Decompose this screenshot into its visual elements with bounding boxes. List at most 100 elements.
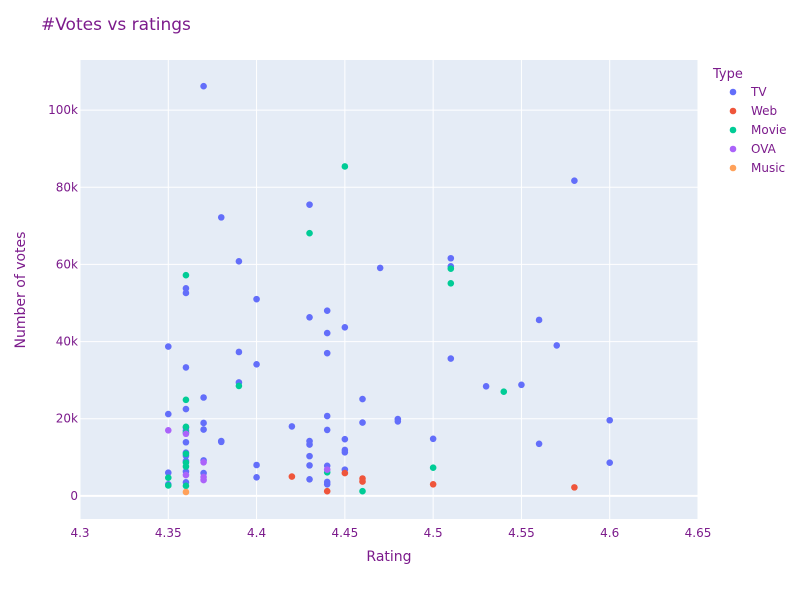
- data-point[interactable]: [182, 471, 190, 479]
- y-tick-label: 20k: [56, 412, 78, 426]
- data-point[interactable]: [200, 82, 207, 90]
- data-point[interactable]: [164, 474, 172, 482]
- data-point[interactable]: [306, 441, 313, 448]
- data-point[interactable]: [182, 405, 190, 413]
- data-point[interactable]: [606, 459, 614, 466]
- data-point[interactable]: [341, 448, 349, 456]
- data-point[interactable]: [359, 478, 366, 485]
- legend-item-web[interactable]: Web: [729, 104, 777, 118]
- data-point[interactable]: [235, 382, 243, 390]
- x-tick-label: 4.45: [331, 526, 358, 540]
- data-point[interactable]: [253, 461, 260, 469]
- data-point[interactable]: [394, 418, 402, 425]
- data-point[interactable]: [253, 361, 260, 368]
- data-point[interactable]: [182, 423, 190, 431]
- legend-item-tv[interactable]: TV: [729, 85, 768, 99]
- data-point[interactable]: [571, 484, 578, 491]
- data-point[interactable]: [359, 487, 366, 495]
- x-tick-label: 4.4: [247, 526, 266, 540]
- data-point[interactable]: [288, 423, 296, 430]
- data-point[interactable]: [182, 438, 190, 446]
- data-point[interactable]: [164, 343, 172, 350]
- data-point[interactable]: [323, 307, 331, 315]
- series-web: [288, 469, 578, 495]
- data-point[interactable]: [447, 254, 455, 262]
- data-point[interactable]: [535, 316, 543, 324]
- data-point[interactable]: [288, 473, 296, 480]
- data-point[interactable]: [323, 487, 331, 495]
- data-point[interactable]: [429, 480, 437, 488]
- data-point[interactable]: [200, 476, 207, 484]
- data-point[interactable]: [306, 462, 313, 469]
- data-point[interactable]: [323, 329, 331, 337]
- data-point[interactable]: [164, 426, 172, 434]
- data-point[interactable]: [341, 163, 349, 170]
- data-point[interactable]: [306, 313, 313, 321]
- x-tick-label: 4.35: [155, 526, 182, 540]
- data-point[interactable]: [323, 349, 331, 357]
- data-point[interactable]: [200, 426, 207, 433]
- legend[interactable]: TV Web Movie OVA Music: [729, 85, 787, 175]
- data-point[interactable]: [500, 388, 508, 396]
- data-point[interactable]: [306, 201, 313, 208]
- data-point[interactable]: [306, 475, 313, 483]
- data-point[interactable]: [306, 229, 313, 237]
- data-point[interactable]: [306, 452, 313, 460]
- data-point[interactable]: [164, 482, 172, 489]
- data-point[interactable]: [164, 469, 172, 477]
- data-point[interactable]: [341, 435, 349, 443]
- data-point[interactable]: [182, 463, 190, 470]
- data-point[interactable]: [447, 265, 455, 272]
- data-point[interactable]: [447, 280, 455, 287]
- data-point[interactable]: [182, 364, 190, 371]
- data-point[interactable]: [200, 394, 207, 401]
- data-point[interactable]: [182, 289, 190, 297]
- data-point[interactable]: [182, 488, 190, 496]
- data-point[interactable]: [482, 383, 490, 390]
- data-point[interactable]: [606, 416, 614, 424]
- data-point[interactable]: [253, 474, 260, 481]
- data-point[interactable]: [217, 438, 225, 446]
- x-axis-ticks: 4.3 4.35 4.4 4.45 4.5 4.55 4.6 4.65: [70, 526, 711, 540]
- data-point[interactable]: [376, 264, 384, 272]
- data-point[interactable]: [571, 177, 578, 185]
- data-point[interactable]: [323, 466, 331, 473]
- data-point[interactable]: [323, 426, 331, 434]
- legend-marker: [729, 145, 737, 153]
- data-point[interactable]: [323, 480, 331, 488]
- data-point[interactable]: [200, 459, 207, 466]
- legend-marker: [729, 126, 737, 134]
- data-point[interactable]: [553, 342, 561, 349]
- data-point[interactable]: [182, 450, 190, 458]
- data-point[interactable]: [518, 381, 525, 389]
- legend-marker: [729, 164, 737, 172]
- data-point[interactable]: [182, 396, 190, 404]
- data-points: [164, 82, 614, 496]
- data-point[interactable]: [182, 430, 190, 438]
- data-point[interactable]: [235, 348, 243, 356]
- data-point[interactable]: [164, 410, 172, 418]
- data-point[interactable]: [359, 419, 366, 426]
- legend-item-ova[interactable]: OVA: [729, 142, 777, 156]
- data-point[interactable]: [182, 271, 190, 279]
- data-point[interactable]: [535, 440, 543, 448]
- data-point[interactable]: [182, 285, 190, 292]
- data-point[interactable]: [447, 355, 455, 362]
- legend-item-movie[interactable]: Movie: [729, 123, 787, 137]
- data-point[interactable]: [341, 324, 349, 331]
- data-point[interactable]: [235, 258, 243, 265]
- data-point[interactable]: [217, 214, 225, 221]
- legend-title: Type: [712, 67, 743, 82]
- data-point[interactable]: [323, 412, 331, 420]
- data-point[interactable]: [429, 464, 437, 472]
- x-tick-label: 4.65: [685, 526, 712, 540]
- data-point[interactable]: [253, 295, 260, 303]
- data-point[interactable]: [359, 395, 366, 403]
- data-point[interactable]: [182, 482, 190, 490]
- data-point[interactable]: [200, 419, 207, 427]
- legend-item-music[interactable]: Music: [729, 161, 785, 175]
- data-point[interactable]: [429, 435, 437, 443]
- data-point[interactable]: [341, 469, 349, 477]
- legend-label: Movie: [751, 123, 787, 137]
